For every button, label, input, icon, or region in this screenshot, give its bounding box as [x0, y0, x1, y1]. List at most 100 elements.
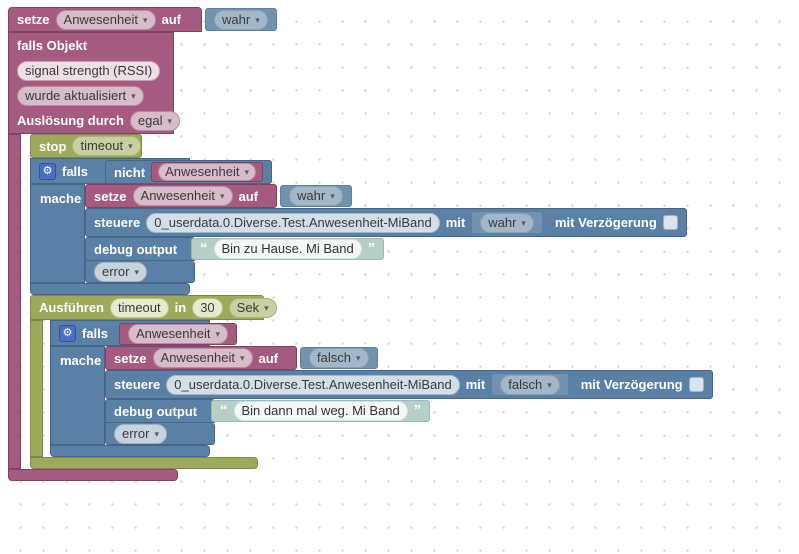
- object-id-field[interactable]: signal strength (RSSI): [17, 60, 161, 81]
- block-text-away[interactable]: “ Bin dann mal weg. Mi Band ”: [211, 400, 431, 422]
- block-debug-away[interactable]: debug output error ▾: [105, 399, 713, 445]
- object-id-field[interactable]: 0_userdata.0.Diverse.Test.Anwesenheit-Mi…: [146, 212, 440, 233]
- variable-dropdown[interactable]: Anwesenheit ▾: [158, 163, 257, 181]
- trigger-dropdown[interactable]: egal ▾: [129, 110, 180, 131]
- dropdown-arrow-icon: ▾: [167, 115, 172, 126]
- text-field[interactable]: Bin zu Hause. Mi Band: [213, 239, 362, 259]
- trigger-label: Auslösung durch: [17, 113, 124, 128]
- variable-name: Anwesenheit: [63, 11, 138, 27]
- mutator-gear-icon[interactable]: ⚙: [39, 162, 56, 180]
- object-id-value: 0_userdata.0.Diverse.Test.Anwesenheit-Mi…: [174, 376, 452, 392]
- dropdown-arrow-icon: ▾: [355, 353, 361, 363]
- boolean-value: wahr: [222, 11, 251, 27]
- set-keyword-label: setze: [94, 188, 127, 204]
- boolean-dropdown[interactable]: wahr ▾: [480, 212, 534, 233]
- variable-name: Anwesenheit: [160, 350, 235, 365]
- object-id-value: signal strength (RSSI): [25, 62, 153, 78]
- boolean-value: falsch: [508, 376, 543, 392]
- quote-close-icon: ”: [413, 402, 422, 419]
- dropdown-arrow-icon: ▾: [255, 14, 260, 25]
- boolean-dropdown[interactable]: wahr ▾: [214, 9, 268, 30]
- timeout-name: timeout: [118, 299, 161, 315]
- log-level-value: error: [102, 263, 130, 279]
- variable-dropdown[interactable]: Anwesenheit ▾: [132, 186, 233, 206]
- variable-dropdown[interactable]: Anwesenheit ▾: [128, 324, 228, 344]
- not-label: nicht: [114, 164, 146, 180]
- trigger-block-footer: [8, 469, 178, 481]
- block-boolean-true[interactable]: wahr ▾: [205, 8, 277, 31]
- dropdown-arrow-icon: ▾: [128, 141, 133, 151]
- timeout-name-field[interactable]: timeout: [110, 297, 169, 318]
- timeout-statement-spine: [30, 320, 43, 457]
- dropdown-arrow-icon: ▾: [239, 353, 245, 363]
- block-debug-home[interactable]: debug output error ▾ “: [85, 237, 687, 283]
- dropdown-arrow-icon: ▾: [330, 191, 335, 201]
- event-type-value: wurde aktualisiert: [25, 87, 127, 103]
- control-keyword-label: steuere: [94, 215, 141, 230]
- boolean-value: wahr: [488, 214, 517, 230]
- block-logic-not[interactable]: nicht Anwesenheit ▾: [105, 160, 273, 184]
- event-type-dropdown[interactable]: wurde aktualisiert ▾: [17, 85, 144, 106]
- block-set-presence-false[interactable]: setze Anwesenheit ▾ auf: [105, 346, 713, 370]
- dropdown-arrow-icon: ▾: [131, 90, 136, 101]
- block-control-state-false[interactable]: steuere 0_userdata.0.Diverse.Test.Anwese…: [105, 370, 713, 399]
- delay-label: mit Verzögerung: [580, 377, 683, 392]
- block-if-not-presence[interactable]: ⚙ falls nicht Anwesenheit ▾: [30, 158, 713, 295]
- log-level-dropdown[interactable]: error ▾: [94, 261, 147, 282]
- variable-dropdown[interactable]: Anwesenheit ▾: [152, 348, 253, 368]
- object-id-value: 0_userdata.0.Diverse.Test.Anwesenheit-Mi…: [154, 214, 432, 230]
- timeout-name: timeout: [80, 138, 124, 153]
- block-on-update-trigger[interactable]: falls Objekt signal strength (RSSI) wurd…: [8, 32, 713, 481]
- block-boolean-true[interactable]: wahr ▾: [471, 211, 543, 234]
- timeout-name-dropdown[interactable]: timeout ▾: [72, 136, 141, 156]
- do-section: mache: [30, 184, 85, 283]
- with-label: mit: [445, 215, 466, 230]
- boolean-dropdown[interactable]: falsch ▾: [500, 374, 560, 395]
- block-boolean-false[interactable]: falsch ▾: [491, 373, 569, 396]
- stop-keyword-label: stop: [39, 138, 67, 154]
- if-label: falls: [82, 325, 109, 341]
- text-field[interactable]: Bin dann mal weg. Mi Band: [233, 401, 408, 421]
- boolean-dropdown[interactable]: wahr ▾: [289, 186, 343, 206]
- block-boolean-false[interactable]: falsch ▾: [300, 347, 378, 369]
- block-boolean-true[interactable]: wahr ▾: [280, 185, 352, 207]
- if-block-footer: [50, 445, 210, 457]
- trigger-statement-spine: [8, 134, 21, 469]
- do-label: mache: [40, 191, 82, 206]
- boolean-value: wahr: [297, 188, 326, 203]
- timeout-block-footer: [30, 457, 258, 469]
- mutator-gear-icon[interactable]: ⚙: [59, 324, 76, 342]
- text-value: Bin zu Hause. Mi Band: [221, 241, 354, 256]
- block-set-presence-true[interactable]: setze Anwesenheit ▾ auf: [85, 184, 687, 208]
- delay-checkbox[interactable]: [662, 215, 678, 230]
- debug-keyword-label: debug output: [114, 403, 198, 419]
- with-label: mit: [465, 377, 486, 392]
- boolean-dropdown[interactable]: falsch ▾: [309, 348, 369, 368]
- variable-name: Anwesenheit: [140, 188, 215, 203]
- delay-value: 30: [200, 299, 215, 315]
- block-if-presence[interactable]: ⚙ falls Anwesenheit ▾: [50, 320, 713, 457]
- block-text-home[interactable]: “ Bin zu Hause. Mi Band ”: [191, 238, 385, 260]
- unit-dropdown[interactable]: Sek ▾: [228, 297, 277, 318]
- debug-keyword-label: debug output: [94, 241, 178, 257]
- dropdown-arrow-icon: ▾: [215, 329, 220, 339]
- set-keyword-label: setze: [114, 350, 147, 366]
- variable-dropdown[interactable]: Anwesenheit ▾: [55, 9, 156, 30]
- quote-open-icon: “: [200, 240, 208, 257]
- object-id-field[interactable]: 0_userdata.0.Diverse.Test.Anwesenheit-Mi…: [166, 374, 460, 395]
- block-run-timeout[interactable]: Ausführen timeout in 30 Sek ▾: [30, 295, 713, 469]
- block-set-variable-top[interactable]: setze Anwesenheit ▾ auf wahr ▾: [8, 7, 277, 32]
- dropdown-arrow-icon: ▾: [134, 266, 139, 277]
- block-control-state-true[interactable]: steuere 0_userdata.0.Diverse.Test.Anwese…: [85, 208, 687, 237]
- delay-value-field[interactable]: 30: [192, 297, 223, 318]
- block-stop-timeout[interactable]: stop timeout ▾: [30, 134, 142, 158]
- block-variable-presence[interactable]: Anwesenheit ▾: [151, 162, 264, 182]
- dropdown-arrow-icon: ▾: [547, 379, 552, 390]
- delay-label: mit Verzögerung: [554, 215, 657, 230]
- in-label: in: [174, 300, 187, 315]
- log-level-dropdown[interactable]: error ▾: [114, 423, 167, 444]
- delay-checkbox[interactable]: [688, 377, 704, 392]
- dropdown-arrow-icon: ▾: [219, 191, 225, 201]
- block-variable-presence[interactable]: Anwesenheit ▾: [119, 323, 237, 345]
